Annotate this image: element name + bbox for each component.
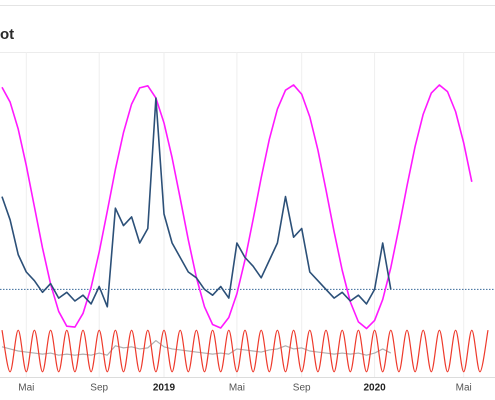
line-series xyxy=(1,97,392,308)
grid xyxy=(0,52,495,378)
x-tick-label: 2019 xyxy=(153,383,176,394)
line-series xyxy=(1,329,489,373)
x-tick-label: Sep xyxy=(90,383,108,394)
chart-title: ot xyxy=(0,26,14,43)
x-tick-label: 2020 xyxy=(363,383,386,394)
x-tick-label: Mai xyxy=(456,383,472,394)
x-tick-label: Sep xyxy=(293,383,311,394)
x-tick-label: Mai xyxy=(229,383,245,394)
line-series xyxy=(1,84,473,330)
line-series xyxy=(1,339,392,356)
plot-area xyxy=(0,84,495,373)
x-axis: Mai Sep 2019 Mai Sep 2020 Mai xyxy=(18,383,472,394)
x-tick-label: Mai xyxy=(18,383,34,394)
